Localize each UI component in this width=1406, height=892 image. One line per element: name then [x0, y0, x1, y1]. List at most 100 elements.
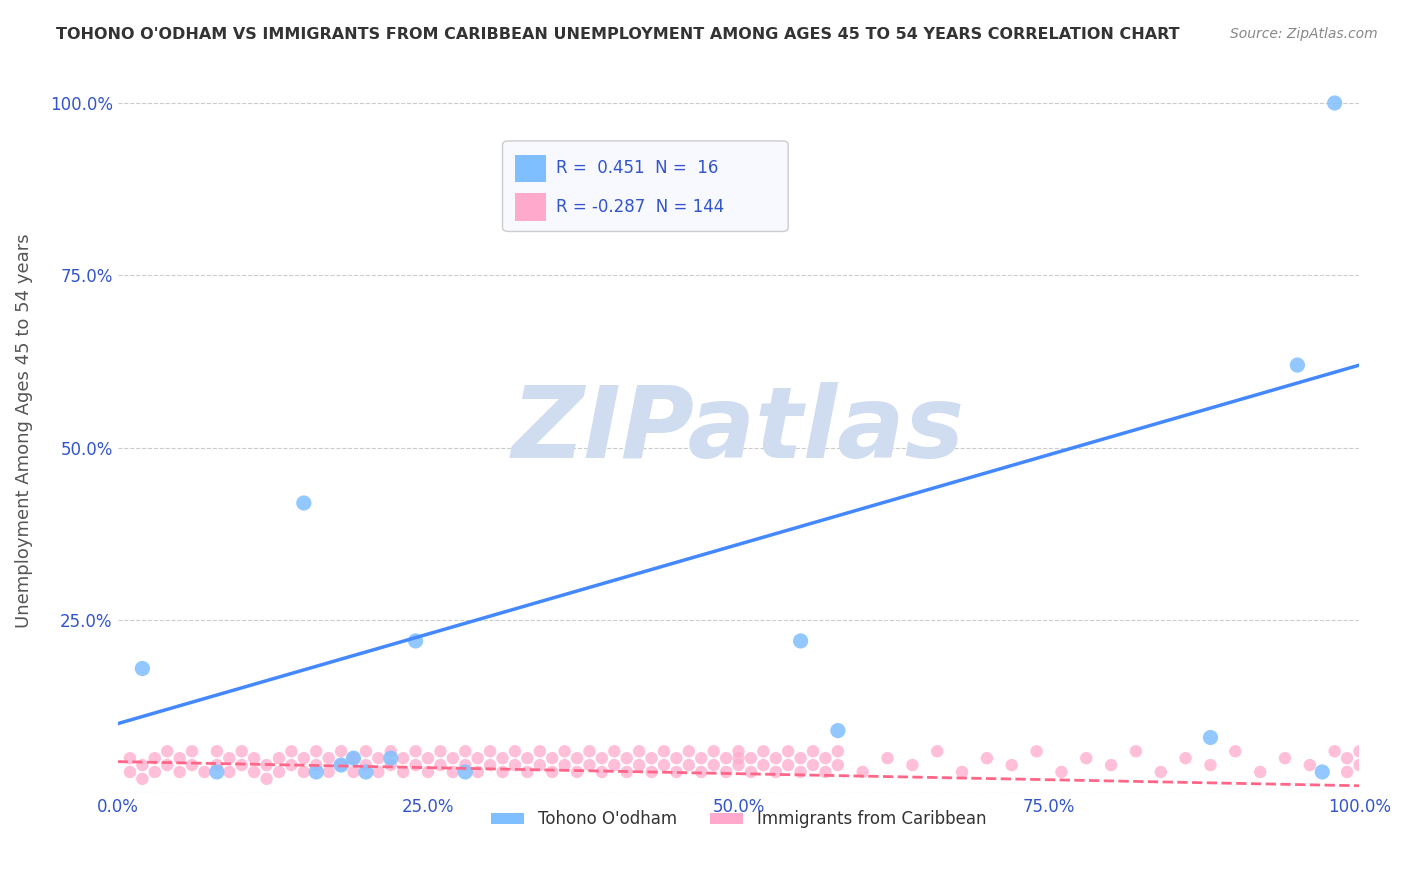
Immigrants from Caribbean	[814, 764, 837, 779]
Immigrants from Caribbean	[118, 764, 141, 779]
Immigrants from Caribbean	[1336, 764, 1358, 779]
FancyBboxPatch shape	[515, 193, 546, 220]
Immigrants from Caribbean	[292, 764, 315, 779]
Immigrants from Caribbean	[603, 758, 626, 772]
Immigrants from Caribbean	[416, 764, 439, 779]
Immigrants from Caribbean	[330, 744, 353, 758]
Immigrants from Caribbean	[541, 764, 564, 779]
Immigrants from Caribbean	[491, 751, 513, 765]
Text: TOHONO O'ODHAM VS IMMIGRANTS FROM CARIBBEAN UNEMPLOYMENT AMONG AGES 45 TO 54 YEA: TOHONO O'ODHAM VS IMMIGRANTS FROM CARIBB…	[56, 27, 1180, 42]
Tohono O'odham	[330, 758, 353, 772]
Immigrants from Caribbean	[665, 764, 688, 779]
Immigrants from Caribbean	[218, 764, 240, 779]
Immigrants from Caribbean	[827, 744, 849, 758]
Immigrants from Caribbean	[243, 764, 266, 779]
Immigrants from Caribbean	[280, 758, 302, 772]
Immigrants from Caribbean	[193, 764, 215, 779]
FancyBboxPatch shape	[502, 141, 789, 231]
Immigrants from Caribbean	[814, 751, 837, 765]
Immigrants from Caribbean	[441, 751, 464, 765]
Immigrants from Caribbean	[640, 764, 662, 779]
Immigrants from Caribbean	[318, 764, 340, 779]
Immigrants from Caribbean	[503, 758, 526, 772]
Immigrants from Caribbean	[491, 764, 513, 779]
Immigrants from Caribbean	[578, 744, 600, 758]
Immigrants from Caribbean	[1001, 758, 1024, 772]
Tohono O'odham	[305, 764, 328, 779]
Immigrants from Caribbean	[405, 758, 427, 772]
Immigrants from Caribbean	[380, 744, 402, 758]
Immigrants from Caribbean	[801, 744, 824, 758]
Tohono O'odham	[342, 751, 364, 765]
Immigrants from Caribbean	[143, 764, 166, 779]
Immigrants from Caribbean	[292, 751, 315, 765]
Immigrants from Caribbean	[789, 764, 811, 779]
Immigrants from Caribbean	[169, 764, 191, 779]
Tohono O'odham	[131, 661, 153, 675]
Immigrants from Caribbean	[118, 751, 141, 765]
Immigrants from Caribbean	[342, 764, 364, 779]
Immigrants from Caribbean	[765, 751, 787, 765]
Tohono O'odham	[205, 764, 228, 779]
Immigrants from Caribbean	[280, 744, 302, 758]
Immigrants from Caribbean	[416, 751, 439, 765]
Immigrants from Caribbean	[1174, 751, 1197, 765]
Immigrants from Caribbean	[578, 758, 600, 772]
Immigrants from Caribbean	[305, 758, 328, 772]
Immigrants from Caribbean	[218, 751, 240, 765]
Immigrants from Caribbean	[529, 758, 551, 772]
Immigrants from Caribbean	[1099, 758, 1122, 772]
Immigrants from Caribbean	[205, 744, 228, 758]
Tohono O'odham	[1199, 731, 1222, 745]
Immigrants from Caribbean	[1025, 744, 1047, 758]
Immigrants from Caribbean	[318, 751, 340, 765]
Immigrants from Caribbean	[740, 751, 762, 765]
Tohono O'odham	[1310, 764, 1333, 779]
Immigrants from Caribbean	[950, 764, 973, 779]
Immigrants from Caribbean	[640, 751, 662, 765]
Immigrants from Caribbean	[652, 758, 675, 772]
Immigrants from Caribbean	[541, 751, 564, 765]
Immigrants from Caribbean	[231, 744, 253, 758]
Immigrants from Caribbean	[429, 744, 451, 758]
Immigrants from Caribbean	[616, 751, 638, 765]
Immigrants from Caribbean	[801, 758, 824, 772]
Immigrants from Caribbean	[852, 764, 875, 779]
Immigrants from Caribbean	[1336, 751, 1358, 765]
Immigrants from Caribbean	[690, 764, 713, 779]
Immigrants from Caribbean	[367, 764, 389, 779]
Immigrants from Caribbean	[467, 764, 489, 779]
Immigrants from Caribbean	[752, 744, 775, 758]
Immigrants from Caribbean	[591, 751, 613, 765]
Immigrants from Caribbean	[169, 751, 191, 765]
Immigrants from Caribbean	[1348, 744, 1371, 758]
Immigrants from Caribbean	[131, 772, 153, 786]
Immigrants from Caribbean	[778, 758, 800, 772]
Immigrants from Caribbean	[616, 764, 638, 779]
Immigrants from Caribbean	[876, 751, 898, 765]
Immigrants from Caribbean	[516, 751, 538, 765]
Immigrants from Caribbean	[231, 758, 253, 772]
Immigrants from Caribbean	[205, 758, 228, 772]
Immigrants from Caribbean	[392, 764, 415, 779]
Immigrants from Caribbean	[554, 744, 576, 758]
Immigrants from Caribbean	[479, 744, 502, 758]
Immigrants from Caribbean	[267, 751, 290, 765]
Tohono O'odham	[789, 634, 811, 648]
Immigrants from Caribbean	[703, 744, 725, 758]
Immigrants from Caribbean	[367, 751, 389, 765]
Text: ZIPatlas: ZIPatlas	[512, 382, 965, 479]
Immigrants from Caribbean	[429, 758, 451, 772]
Immigrants from Caribbean	[752, 758, 775, 772]
Immigrants from Caribbean	[565, 764, 588, 779]
Immigrants from Caribbean	[1125, 744, 1147, 758]
Immigrants from Caribbean	[927, 744, 949, 758]
Tohono O'odham	[454, 764, 477, 779]
Immigrants from Caribbean	[976, 751, 998, 765]
Immigrants from Caribbean	[1050, 764, 1073, 779]
Immigrants from Caribbean	[305, 744, 328, 758]
Immigrants from Caribbean	[1150, 764, 1173, 779]
Immigrants from Caribbean	[267, 764, 290, 779]
Tohono O'odham	[405, 634, 427, 648]
Text: Source: ZipAtlas.com: Source: ZipAtlas.com	[1230, 27, 1378, 41]
